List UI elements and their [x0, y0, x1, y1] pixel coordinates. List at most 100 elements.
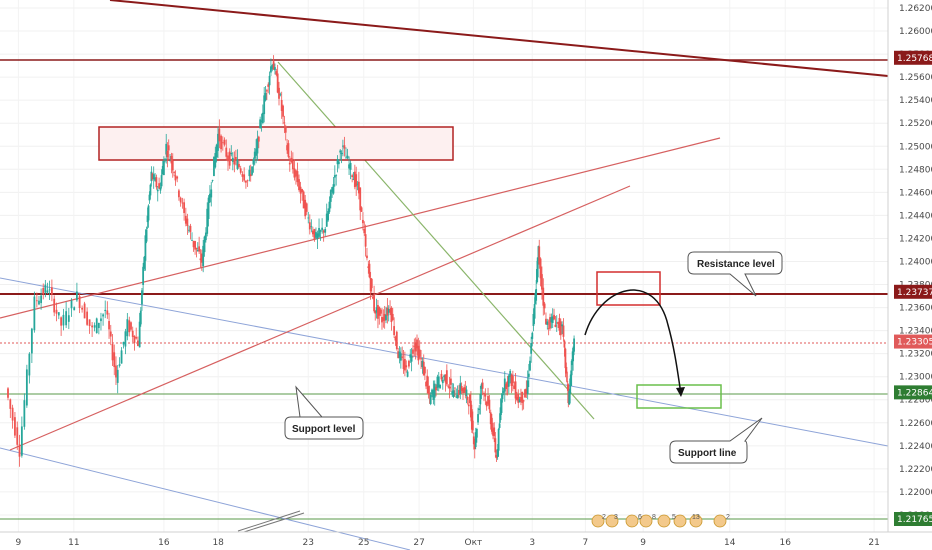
ascending-line-2[interactable]	[9, 185, 631, 451]
x-axis[interactable]: 9 11 16 18 23 25 27 Окт 3 7 9 14 16 21	[16, 538, 880, 548]
candle-body	[108, 321, 110, 330]
candle-body	[86, 311, 89, 325]
x-tick-label: 18	[212, 538, 224, 548]
callout-support-level-label: Support level	[292, 424, 356, 435]
candle-body	[492, 428, 494, 436]
event-count-label: 3	[614, 514, 618, 521]
candle-body	[386, 307, 389, 316]
candle-body	[543, 303, 546, 309]
candle-body	[373, 295, 375, 312]
candle-body	[448, 386, 451, 389]
candle-body	[60, 317, 63, 326]
x-tick-label: 21	[868, 538, 879, 548]
callout-resistance[interactable]: Resistance level	[687, 251, 783, 297]
candle-body	[53, 298, 56, 313]
candle-body	[194, 241, 196, 250]
candle-body	[431, 389, 433, 395]
candle-body	[169, 160, 171, 162]
y-tick-label: 1.24400	[899, 211, 932, 221]
callout-support-level[interactable]: Support level	[284, 385, 364, 440]
candle-body	[402, 360, 405, 370]
candle-body	[440, 373, 443, 380]
candle-body	[315, 232, 317, 238]
upper-channel-line[interactable]	[109, 0, 889, 77]
descending-trendline[interactable]	[277, 61, 595, 420]
candle-body	[293, 168, 296, 178]
candle-body	[252, 159, 255, 165]
lower-blue-channel[interactable]	[0, 447, 411, 550]
candle-body	[213, 156, 215, 176]
candle-body	[437, 376, 440, 388]
candle-body	[387, 308, 390, 313]
support-line[interactable]	[0, 277, 889, 447]
event-icon[interactable]	[657, 514, 671, 528]
candle-body	[495, 454, 498, 459]
candle-body	[394, 337, 397, 341]
candle-body	[142, 266, 145, 285]
candle-body	[502, 391, 505, 393]
candle-body	[471, 420, 474, 431]
y-axis[interactable]: 1.262001.260001.258001.256001.254001.252…	[899, 4, 932, 521]
candle-body	[561, 324, 564, 327]
candle-body	[253, 151, 256, 159]
x-tick-label: 3	[529, 538, 535, 548]
resistance-zone-box[interactable]	[98, 126, 454, 161]
candle-body	[510, 374, 513, 386]
candle-body	[95, 318, 98, 334]
candle-body	[455, 396, 458, 398]
ascending-line-1[interactable]	[0, 137, 721, 319]
candle-body	[360, 207, 363, 212]
candle-body	[279, 94, 282, 96]
candle-body	[245, 181, 247, 183]
candle-body	[460, 386, 463, 391]
x-tick-label: 25	[358, 538, 369, 548]
candle-body	[195, 247, 198, 250]
candle-body	[485, 401, 488, 407]
candle-body	[161, 165, 164, 175]
candle-body	[251, 166, 253, 175]
candle-body	[353, 171, 356, 188]
callout-support-line[interactable]: Support line	[669, 417, 763, 464]
candle-body	[171, 160, 174, 171]
candle-body	[199, 258, 202, 261]
candle-body	[416, 339, 418, 349]
candle-body	[7, 388, 9, 398]
event-icon[interactable]	[639, 514, 653, 528]
candle-body	[511, 375, 514, 384]
x-tick-label: 9	[16, 538, 22, 548]
candle-body	[310, 226, 313, 228]
event-icon[interactable]	[689, 514, 703, 528]
candle-body	[311, 230, 314, 235]
candle-body	[248, 169, 251, 177]
candle-body	[545, 318, 547, 325]
projection-arrowhead	[676, 387, 685, 397]
target-resistance-box[interactable]	[596, 271, 661, 306]
event-icon[interactable]	[625, 514, 639, 528]
y-tick-label: 1.23600	[899, 304, 932, 314]
candle-body	[418, 349, 421, 357]
candle-body	[223, 139, 226, 145]
candle-body	[539, 258, 542, 279]
candle-body	[520, 396, 522, 402]
candle-body	[192, 240, 195, 248]
candle-body	[146, 215, 149, 223]
candle-body	[55, 309, 58, 314]
candle-body	[135, 336, 138, 339]
event-icon[interactable]	[673, 514, 687, 528]
event-icon[interactable]	[605, 514, 619, 528]
candle-body	[57, 312, 60, 316]
candle-body	[156, 189, 159, 192]
candle-body	[148, 194, 151, 201]
event-icon[interactable]	[713, 514, 727, 528]
candle-body	[268, 75, 271, 86]
candle-body	[412, 349, 414, 354]
candle-body	[359, 187, 362, 211]
x-tick-label: 11	[68, 538, 79, 548]
event-icon[interactable]	[591, 514, 605, 528]
candle-body	[313, 229, 316, 240]
projection-arc[interactable]	[584, 289, 682, 395]
candle-body	[488, 399, 491, 410]
candle-body	[345, 157, 347, 159]
candle-body	[272, 61, 275, 70]
